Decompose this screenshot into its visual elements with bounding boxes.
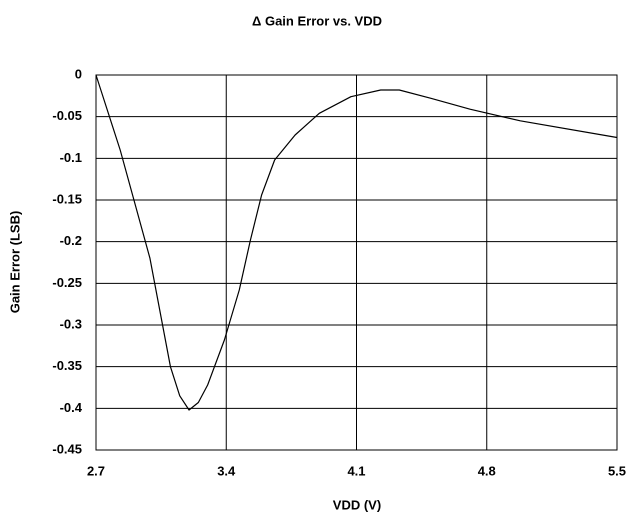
data-line (95, 74, 618, 411)
y-tick-label: -0.35 (52, 358, 82, 373)
y-tick-label: 0 (75, 66, 82, 81)
x-axis-label: VDD (V) (333, 497, 381, 512)
y-tick-label: -0.15 (52, 191, 82, 206)
x-tick-label: 2.7 (87, 463, 105, 478)
x-tick-label: 3.4 (217, 463, 236, 478)
y-tick-label: -0.45 (52, 441, 82, 456)
y-tick-label: -0.3 (60, 316, 82, 331)
y-tick-label: -0.1 (60, 150, 82, 165)
y-tick-label: -0.05 (52, 108, 82, 123)
y-axis-label: Gain Error (LSB) (7, 211, 22, 314)
y-tick-label: -0.4 (60, 400, 83, 415)
chart-title: Δ Gain Error vs. VDD (252, 13, 382, 28)
y-tick-label: -0.25 (52, 275, 82, 290)
x-tick-label: 5.5 (608, 463, 626, 478)
x-tick-label: 4.1 (347, 463, 365, 478)
y-tick-label: -0.2 (60, 233, 82, 248)
x-tick-label: 4.8 (478, 463, 496, 478)
